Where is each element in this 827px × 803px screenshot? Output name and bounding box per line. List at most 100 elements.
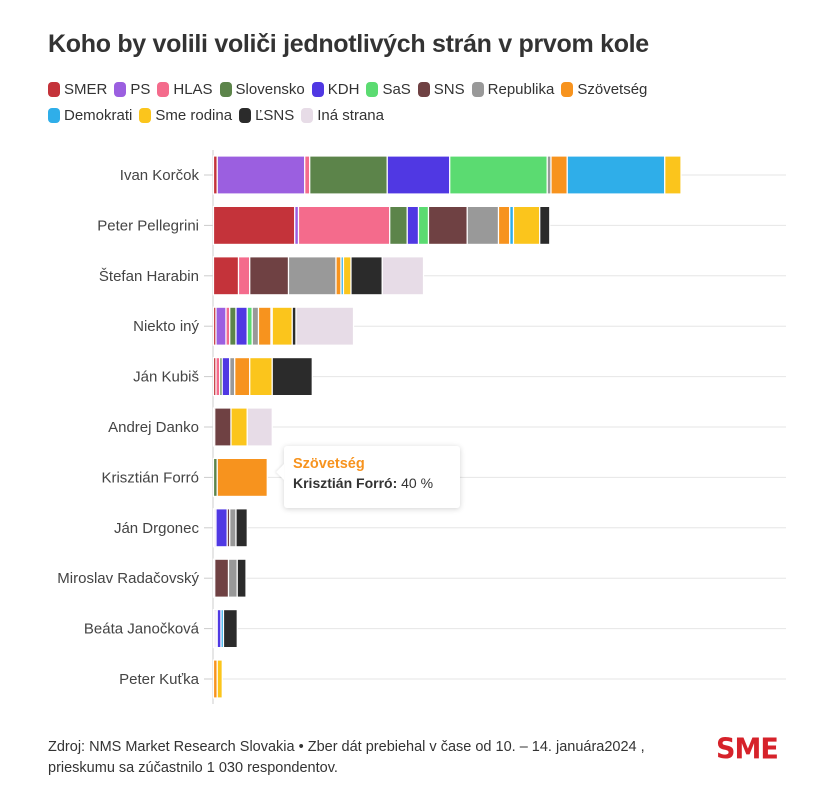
bar-segment[interactable]: HLAS – Štefan Harabin: 9 % xyxy=(237,256,251,296)
bar-segment[interactable]: ĽSNS – Štefan Harabin: 25 % xyxy=(350,256,383,296)
legend-swatch xyxy=(561,82,574,97)
bar-segment[interactable]: Slovensko – Ivan Korčok: 62 % xyxy=(309,155,388,195)
tooltip: Szövetség Krisztián Forró: 40 % xyxy=(284,446,460,508)
bar-segment[interactable]: Sme rodina – Peter Kuťka: 4 % xyxy=(216,659,223,699)
category-label: Niekto iný xyxy=(133,318,199,335)
bar-segment[interactable]: SNS – Miroslav Radačovský: 11 % xyxy=(214,558,230,598)
bar-segment[interactable]: ĽSNS – Miroslav Radačovský: 7 % xyxy=(236,558,247,598)
legend-item[interactable]: PS xyxy=(114,78,150,101)
legend-swatch xyxy=(114,82,127,97)
bar-segment[interactable]: ĽSNS – Ján Kubiš: 32 % xyxy=(271,357,313,397)
legend-item[interactable]: Iná strana xyxy=(301,104,384,127)
bar-segment[interactable]: Iná strana – Niekto iný: 46 % xyxy=(295,306,355,346)
tooltip-category: Krisztián Forró: xyxy=(293,475,398,491)
category-label: Peter Kuťka xyxy=(119,671,199,688)
tooltip-series: Szövetség xyxy=(293,456,365,472)
bar-segment[interactable]: Slovensko – Niekto iný: 5 % xyxy=(229,306,237,346)
bar-segment[interactable]: SaS – Niekto iný: 4 % xyxy=(246,306,253,346)
category-label: Štefan Harabin xyxy=(99,268,199,285)
source-line-1: Zdroj: NMS Market Research Slovakia • Zb… xyxy=(48,739,645,755)
legend-label: Sme rodina xyxy=(155,107,233,124)
bar-segment[interactable]: SMER – Štefan Harabin: 20 % xyxy=(212,256,240,296)
legend-swatch xyxy=(48,108,60,123)
bar-segment[interactable]: SNS – Štefan Harabin: 31 % xyxy=(249,256,290,296)
legend-item[interactable]: Szövetség xyxy=(561,78,647,101)
bar-segment[interactable]: Republika – Miroslav Radačovský: 7 % xyxy=(227,558,238,598)
bar-segment[interactable]: Republika – Ján Kubiš: 4 % xyxy=(229,357,236,397)
bar-segment[interactable]: Sme rodina – Ján Kubiš: 18 % xyxy=(249,357,273,397)
legend-label: HLAS xyxy=(173,81,213,98)
legend-label: Iná strana xyxy=(317,107,384,124)
legend-label: SaS xyxy=(382,81,411,98)
bar-segment[interactable]: ĽSNS – Ján Drgonec: 9 % xyxy=(235,508,248,548)
bar-segment[interactable]: KDH – Niekto iný: 9 % xyxy=(235,306,248,346)
bar-segment[interactable]: Szövetség – Ján Kubiš: 12 % xyxy=(234,357,251,397)
legend-item[interactable]: KDH xyxy=(311,78,359,101)
category-label: Peter Pellegrini xyxy=(97,217,199,234)
legend-swatch xyxy=(239,108,252,123)
legend-item[interactable]: Demokrati xyxy=(48,104,132,127)
legend-label: ĽSNS xyxy=(255,107,295,124)
bar-segment[interactable]: SNS – Peter Pellegrini: 31 % xyxy=(427,205,468,246)
legend-item[interactable]: ĽSNS xyxy=(239,104,294,127)
chart-title: Koho by volili voliči jednotlivých strán… xyxy=(48,30,649,58)
category-label: Ján Drgonec xyxy=(114,520,200,537)
category-label: Beáta Janočková xyxy=(84,621,200,638)
category-label: Krisztián Forró xyxy=(101,469,199,486)
category-label: Miroslav Radačovský xyxy=(57,570,199,587)
bar-segment[interactable]: Iná strana – Andrej Danko: 20 % xyxy=(246,407,273,447)
legend-item[interactable]: Slovensko xyxy=(219,78,305,101)
bar-segment[interactable]: PS – Niekto iný: 8 % xyxy=(215,306,227,346)
bar-segment[interactable]: SaS – Ivan Korčok: 78 % xyxy=(449,155,548,195)
bar-segment[interactable]: Slovensko – Peter Pellegrini: 14 % xyxy=(389,205,408,246)
bar-segment[interactable]: Sme rodina – Peter Pellegrini: 21 % xyxy=(512,205,541,246)
legend-item[interactable]: SMER xyxy=(48,78,107,101)
bar-segment[interactable]: Szövetség – Peter Pellegrini: 9 % xyxy=(497,205,511,246)
bar-segment[interactable]: Republika – Ján Drgonec: 5 % xyxy=(229,508,237,548)
legend-item[interactable]: SaS xyxy=(366,78,411,101)
bar-segment[interactable]: Szövetség – Štefan Harabin: 4 % xyxy=(335,256,342,296)
bar-segment[interactable]: ĽSNS – Peter Pellegrini: 8 % xyxy=(539,205,551,246)
bar-segment[interactable]: Republika – Štefan Harabin: 38 % xyxy=(287,256,337,296)
legend-label: PS xyxy=(130,81,151,98)
bar-segment[interactable]: Demokrati – Ivan Korčok: 78 % xyxy=(566,155,666,195)
bar-segment[interactable]: KDH – Ivan Korčok: 50 % xyxy=(386,155,451,195)
source-note: Zdroj: NMS Market Research Slovakia • Zb… xyxy=(48,737,728,779)
bar-segment[interactable]: SMER – Peter Pellegrini: 65 % xyxy=(212,205,296,246)
bar-segment[interactable]: HLAS – Ivan Korčok: 4 % xyxy=(304,155,311,195)
sme-logo: SME xyxy=(716,733,779,766)
legend-swatch xyxy=(157,82,170,97)
bar-segment[interactable]: KDH – Ján Drgonec: 9 % xyxy=(215,508,228,548)
bar-segment[interactable]: KDH – Peter Pellegrini: 9 % xyxy=(406,205,420,246)
category-label: Andrej Danko xyxy=(108,419,199,436)
legend-item[interactable]: HLAS xyxy=(157,78,213,101)
bar-segment[interactable]: Sme rodina – Niekto iný: 16 % xyxy=(271,306,293,346)
legend-item[interactable]: SNS xyxy=(417,78,465,101)
bar-segment[interactable]: KDH – Ján Kubiš: 6 % xyxy=(221,357,231,397)
bar-segment[interactable]: Sme rodina – Ivan Korčok: 13 % xyxy=(664,155,682,195)
tooltip-value: 40 % xyxy=(401,475,434,491)
legend-item[interactable]: Republika xyxy=(471,78,554,101)
bar-segment[interactable]: SNS – Andrej Danko: 13 % xyxy=(214,407,232,447)
bar-segment[interactable]: Szövetség – Niekto iný: 10 % xyxy=(257,306,272,346)
legend-swatch xyxy=(366,82,379,97)
category-label: Ján Kubiš xyxy=(133,369,199,386)
legend-label: SMER xyxy=(64,81,108,98)
legend-swatch xyxy=(139,108,152,123)
bar-segment[interactable]: Szövetség – Ivan Korčok: 13 % xyxy=(550,155,568,195)
legend-swatch xyxy=(417,82,430,97)
bar-segment[interactable]: ĽSNS – Beáta Janočková: 11 % xyxy=(222,609,238,649)
bar-segment[interactable]: Szövetség – Krisztián Forró: 40 % xyxy=(216,457,268,497)
bar-segment[interactable]: Republika – Niekto iný: 5 % xyxy=(251,306,260,346)
bar-segment[interactable]: Sme rodina – Štefan Harabin: 6 % xyxy=(342,256,352,296)
bar-segment[interactable]: Sme rodina – Andrej Danko: 13 % xyxy=(230,407,248,447)
bar-segment[interactable]: SaS – Peter Pellegrini: 8 % xyxy=(417,205,430,246)
bar-segment[interactable]: PS – Ivan Korčok: 70 % xyxy=(216,155,306,195)
source-line-2: prieskumu sa zúčastnilo 1 030 respondent… xyxy=(48,760,338,776)
legend-item[interactable]: Sme rodina xyxy=(139,104,232,127)
bar-segment[interactable]: Republika – Peter Pellegrini: 25 % xyxy=(466,205,500,246)
bar-segment[interactable]: HLAS – Peter Pellegrini: 73 % xyxy=(297,205,391,246)
legend-swatch xyxy=(311,82,324,97)
bar-segment[interactable]: Iná strana – Štefan Harabin: 33 % xyxy=(381,256,425,296)
legend-swatch xyxy=(219,82,232,97)
